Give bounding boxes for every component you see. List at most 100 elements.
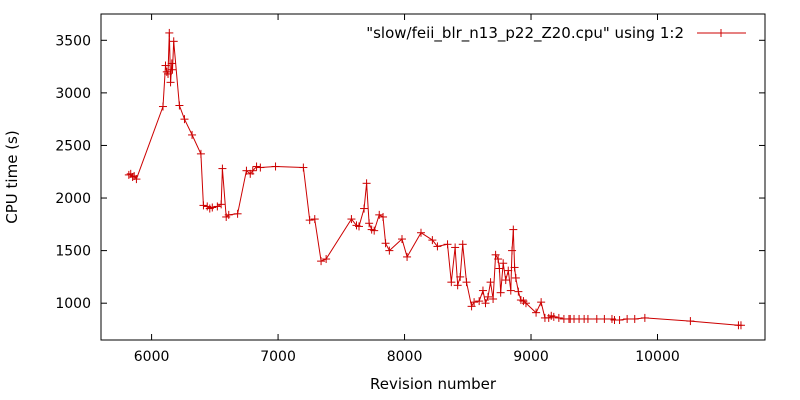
data-point: [510, 263, 519, 272]
x-tick-label: 9000: [513, 349, 549, 365]
y-tick-label: 3000: [55, 86, 91, 102]
data-point: [217, 200, 226, 209]
data-point: [433, 242, 442, 251]
data-point: [248, 166, 257, 175]
data-point: [456, 272, 465, 281]
data-point: [508, 246, 517, 255]
y-tick-label: 2500: [55, 138, 91, 154]
data-point: [188, 130, 197, 139]
data-point: [370, 226, 379, 235]
data-point: [305, 216, 314, 225]
data-point: [360, 204, 369, 213]
data-point: [532, 308, 541, 317]
x-tick-label: 8000: [387, 349, 423, 365]
data-point: [623, 314, 632, 323]
series-line: [128, 32, 741, 326]
y-tick-label: 1500: [55, 244, 91, 260]
x-axis-label: Revision number: [370, 375, 497, 393]
data-point: [484, 292, 493, 301]
data-point: [168, 65, 177, 74]
data-point: [213, 202, 222, 211]
data-point: [175, 101, 184, 110]
y-tick-label: 2000: [55, 191, 91, 207]
data-point: [199, 201, 208, 210]
data-point: [521, 299, 530, 308]
data-point: [600, 314, 609, 323]
series-layer: [124, 28, 745, 330]
data-point: [161, 61, 170, 70]
data-point: [362, 179, 371, 188]
data-point: [158, 102, 167, 111]
data-point: [299, 163, 308, 172]
data-point: [630, 314, 639, 323]
data-point: [592, 314, 601, 323]
data-point: [164, 69, 173, 78]
data-point: [451, 243, 460, 252]
data-point: [470, 298, 479, 307]
data-point: [496, 288, 505, 297]
data-point: [365, 219, 374, 228]
data-point: [447, 278, 456, 287]
data-point: [208, 203, 217, 212]
legend: "slow/feii_blr_n13_p22_Z20.cpu" using 1:…: [366, 24, 746, 43]
data-point: [494, 255, 503, 264]
data-point: [499, 259, 508, 268]
data-point: [271, 162, 280, 171]
data-point: [317, 257, 326, 266]
data-point: [196, 149, 205, 158]
plot-frame: [100, 13, 766, 341]
data-point: [554, 313, 563, 322]
data-point: [501, 276, 510, 285]
data-point: [428, 236, 437, 245]
data-point: [166, 78, 175, 87]
data-point: [511, 273, 520, 282]
legend-marker: [717, 29, 725, 37]
x-tick-label: 6000: [134, 349, 170, 365]
data-point: [128, 173, 137, 181]
data-point: [736, 321, 745, 330]
data-point: [347, 215, 356, 224]
data-point: [467, 302, 476, 311]
y-axis-label: CPU time (s): [3, 130, 21, 223]
data-point: [379, 212, 388, 221]
data-point: [169, 37, 178, 46]
data-point: [167, 59, 176, 68]
data-point: [132, 175, 141, 184]
data-point: [233, 209, 242, 218]
data-point: [489, 294, 498, 303]
x-tick-label: 7000: [260, 349, 296, 365]
data-point: [686, 317, 695, 326]
data-point: [537, 298, 546, 307]
data-point: [514, 287, 523, 296]
data-point: [385, 246, 394, 255]
data-point: [252, 162, 261, 171]
y-tick-label: 3500: [55, 33, 91, 49]
data-point: [322, 255, 331, 264]
data-point: [504, 266, 513, 275]
data-point: [224, 210, 233, 219]
data-point: [256, 163, 265, 172]
data-point: [180, 115, 189, 124]
data-point: [509, 225, 518, 234]
data-point: [355, 222, 364, 231]
axis-ticks: [101, 14, 765, 340]
data-point: [443, 240, 452, 249]
x-tick-label: 10000: [635, 349, 680, 365]
data-point: [453, 281, 462, 290]
data-point: [640, 313, 649, 322]
data-point: [416, 228, 425, 237]
data-point: [491, 250, 500, 259]
data-point: [495, 264, 504, 273]
data-point: [481, 299, 490, 308]
y-tick-label: 1000: [55, 296, 91, 312]
data-point: [162, 67, 171, 76]
legend-label: "slow/feii_blr_n13_p22_Z20.cpu" using 1:…: [366, 24, 684, 43]
data-point: [583, 314, 592, 323]
data-point: [375, 210, 384, 219]
data-point: [458, 240, 467, 249]
data-point: [486, 278, 495, 287]
data-point: [475, 297, 484, 306]
data-point: [124, 170, 133, 179]
